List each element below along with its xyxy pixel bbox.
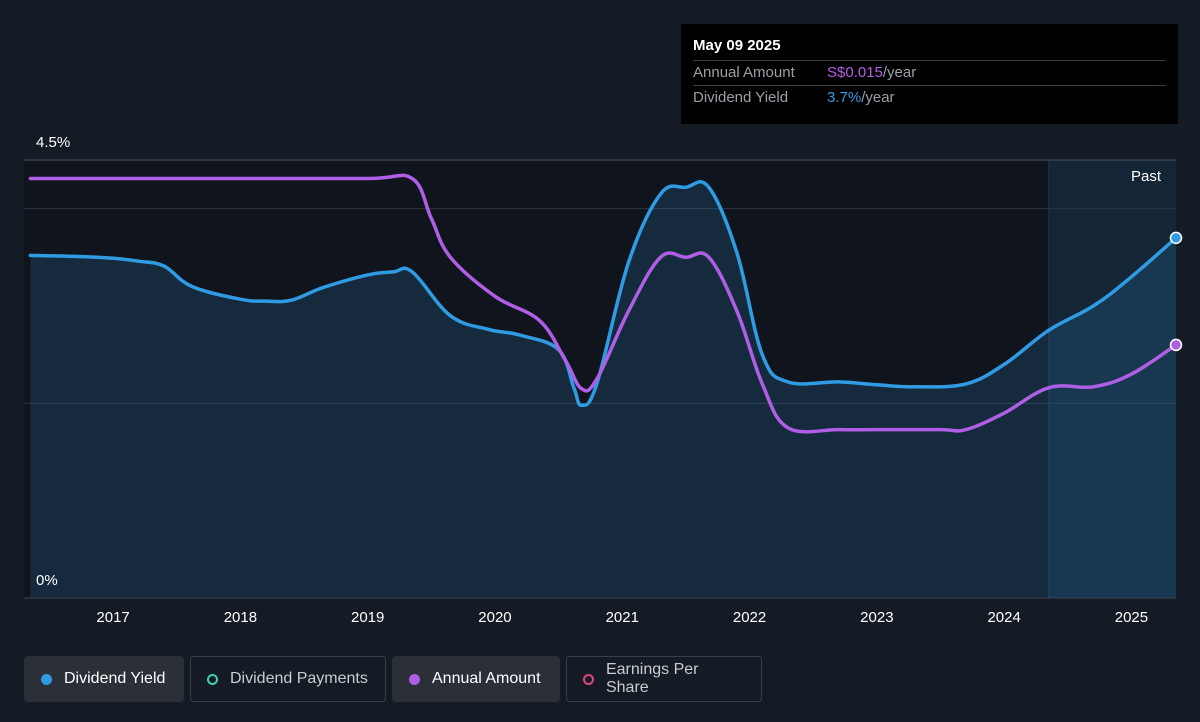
annual-amount-line: [28, 173, 1178, 434]
x-tick-label: 2023: [860, 609, 893, 626]
x-tick-label: 2017: [96, 609, 129, 626]
annual-amount-end-marker: [1169, 338, 1183, 352]
x-tick-label: 2024: [987, 609, 1020, 626]
legend-label: Annual Amount: [432, 670, 541, 687]
legend-dot-icon: [583, 673, 594, 685]
tooltip-label: Dividend Yield: [693, 89, 789, 106]
series-layer: [28, 173, 1183, 599]
tooltip: May 09 2025 Annual Amount S$0.015 /year …: [681, 24, 1178, 124]
tooltip-unit: /year: [861, 89, 895, 106]
dividend-yield-area: [30, 181, 1177, 599]
past-label: Past: [1131, 168, 1162, 185]
x-tick-label: 2019: [351, 609, 384, 626]
x-axis-ticks: 2017 2018 2019 2020 2021 2022 2023 2024 2025: [96, 609, 1148, 626]
dividend-yield-line: [28, 180, 1178, 408]
x-tick-label: 2025: [1115, 609, 1148, 626]
legend: Dividend Yield Dividend Payments Annual …: [24, 656, 762, 702]
tooltip-value: 3.7%: [827, 89, 862, 106]
tooltip-label: Annual Amount: [693, 64, 795, 81]
tooltip-row-annual-amount: Annual Amount S$0.015 /year: [693, 61, 1166, 86]
legend-dot-icon: [207, 673, 218, 685]
forecast-region: [1048, 160, 1176, 598]
dividend-yield-end-marker: [1169, 231, 1183, 245]
legend-dot-icon: [41, 673, 52, 685]
x-tick-label: 2020: [478, 609, 511, 626]
tooltip-unit: /year: [882, 64, 917, 81]
legend-dividend-yield[interactable]: Dividend Yield: [24, 656, 184, 702]
tooltip-value: S$0.015: [827, 64, 883, 81]
legend-label: Dividend Yield: [64, 670, 166, 687]
x-tick-label: 2022: [733, 609, 766, 626]
x-tick-label: 2021: [606, 609, 639, 626]
legend-label: Dividend Payments: [230, 670, 368, 687]
gridlines: [24, 159, 1176, 404]
y-axis-max-label: 4.5%: [36, 134, 71, 151]
y-axis-min-label: 0%: [36, 572, 58, 589]
tooltip-date: May 09 2025: [693, 36, 1166, 61]
legend-annual-amount[interactable]: Annual Amount: [392, 656, 560, 702]
legend-label: Earnings Per Share: [605, 661, 699, 696]
legend-dividend-payments[interactable]: Dividend Payments: [190, 656, 386, 702]
legend-earnings-per-share[interactable]: Earnings Per Share: [566, 656, 762, 702]
x-tick-label: 2018: [224, 609, 257, 626]
tooltip-row-dividend-yield: Dividend Yield 3.7% /year: [693, 86, 1166, 110]
legend-dot-icon: [409, 673, 420, 685]
